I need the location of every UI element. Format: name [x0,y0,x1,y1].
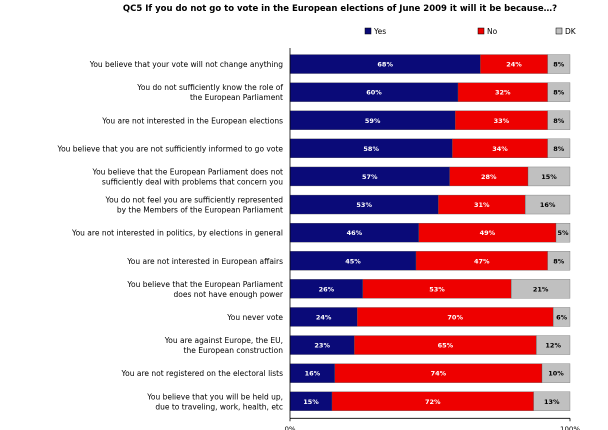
bar-value-label: 60% [366,89,382,97]
category-label: You are not registered on the electoral … [121,369,284,378]
bar-value-label: 28% [481,173,497,181]
bar-value-label: 8% [553,257,565,265]
bar-dk [525,194,571,215]
bar-value-label: 70% [447,313,463,321]
legend-swatch-dk [555,27,563,35]
category-label: You are not interested in politics, by e… [71,229,283,238]
category-label: the European Parliament [190,93,283,102]
category-label: You are against Europe, the EU, [164,336,283,345]
bar-value-label: 24% [316,313,332,321]
bar-dk [547,82,571,102]
bar-dk [555,222,571,243]
bar-value-label: 16% [305,370,321,378]
bar-value-label: 59% [365,117,381,125]
bar-value-label: 34% [492,145,508,153]
bar-dk [527,166,571,187]
x-axis: 0% 100% [284,48,580,430]
bar-value-label: 57% [362,173,378,181]
category-label: You believe that you will be held up, [146,392,283,401]
x-tick-label: 100% [560,425,580,430]
category-label: You believe that you are not sufficientl… [56,144,283,153]
bar-dk [547,110,571,130]
bar-dk [536,335,571,355]
bar-value-label: 6% [556,313,568,321]
bar-value-label: 12% [545,342,561,350]
bar-value-label: 33% [494,117,510,125]
bar-value-label: 72% [425,398,441,406]
bar-value-label: 49% [480,229,496,237]
category-label: sufficiently deal with problems that con… [102,177,283,186]
legend: Yes No DK [364,27,577,36]
legend-swatch-yes [364,27,372,35]
bar-value-label: 68% [377,61,393,69]
category-label: You believe that the European Parliament [126,280,283,289]
category-label: by the Members of the European Parliamen… [117,206,283,215]
category-label: due to traveling, work, health, etc [155,402,283,411]
bar-dk [541,363,571,383]
legend-swatch-no [477,27,485,35]
legend-label-dk: DK [565,27,577,36]
bar-value-label: 8% [553,117,565,125]
bar-value-label: 15% [541,173,557,181]
bar-value-label: 15% [303,398,319,406]
bar-value-label: 74% [431,370,447,378]
x-tick-label: 0% [284,425,295,430]
bar-dk [547,54,571,74]
bar-value-label: 47% [474,257,490,265]
bar-value-label: 58% [363,145,379,153]
category-label: You believe that your vote will not chan… [89,60,283,69]
bar-value-label: 5% [557,229,569,237]
legend-label-yes: Yes [373,27,386,36]
bar-value-label: 45% [345,257,361,265]
bar-value-label: 23% [314,342,330,350]
bar-value-label: 31% [474,201,490,209]
category-label: You believe that the European Parliament… [92,167,284,176]
category-label: You never vote [226,313,283,322]
chart-title: QC5 If you do not go to vote in the Euro… [123,4,557,14]
bar-value-label: 53% [429,285,445,293]
bar-value-label: 8% [553,89,565,97]
bar-value-label: 26% [319,285,335,293]
bar-value-label: 8% [553,61,565,69]
plot-area: You believe that your vote will not chan… [56,54,571,411]
bar-dk [547,138,571,159]
bar-dk [533,391,571,411]
bar-value-label: 16% [540,201,556,209]
category-label: You do not sufficiently know the role of [136,83,283,92]
bar-value-label: 65% [438,342,454,350]
bar-dk [547,251,571,271]
bar-value-label: 21% [533,285,549,293]
bar-value-label: 10% [548,370,564,378]
bar-value-label: 8% [553,145,565,153]
category-label: the European construction [184,346,284,355]
category-label: You are not interested in European affai… [126,257,283,266]
category-label: You are not interested in the European e… [101,116,283,125]
bar-value-label: 32% [495,89,511,97]
bar-value-label: 46% [347,229,363,237]
legend-label-no: No [487,27,498,36]
bar-value-label: 24% [506,61,522,69]
bar-value-label: 13% [544,398,560,406]
category-label: You do not feel you are sufficiently rep… [105,196,284,205]
category-label: does not have enough power [174,290,284,299]
bar-value-label: 53% [356,201,372,209]
bar-dk [553,307,571,327]
bar-dk [511,279,571,299]
